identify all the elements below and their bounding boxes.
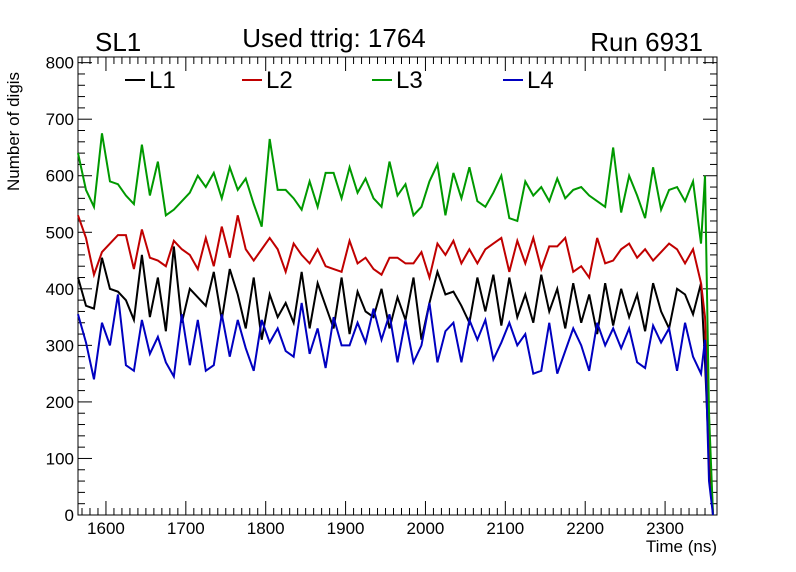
chart-title: Used ttrig: 1764 <box>242 23 426 53</box>
axes-layer: 0 100 200 300 400 500 600 700 800 1600 1700 1800 190… <box>46 54 718 538</box>
legend-label-l4: L4 <box>527 67 554 94</box>
series-layer <box>77 133 715 516</box>
legend-label-l2: L2 <box>266 67 293 94</box>
plot-frame <box>77 56 718 516</box>
x-tick-label: 2300 <box>646 519 684 538</box>
y-tick-label: 600 <box>46 167 74 186</box>
x-tick-label: 2200 <box>566 519 604 538</box>
legend-label-l3: L3 <box>396 67 423 94</box>
y-tick-label: 700 <box>46 110 74 129</box>
y-tick-label: 400 <box>46 280 74 299</box>
x-tick-label: 1900 <box>327 519 365 538</box>
y-tick-label: 0 <box>65 506 74 525</box>
run-label: Run 6931 <box>590 27 703 57</box>
legend-label-l1: L1 <box>149 67 176 94</box>
y-tick-label: 100 <box>46 449 74 468</box>
x-tick-label: 1800 <box>247 519 285 538</box>
y-tick-label: 500 <box>46 223 74 242</box>
series-line-l3 <box>77 133 715 516</box>
series-line-l1 <box>77 246 715 516</box>
x-axis-title: Time (ns) <box>646 537 717 556</box>
y-tick-label: 300 <box>46 336 74 355</box>
series-line-l2 <box>77 214 715 516</box>
y-tick-label: 200 <box>46 393 74 412</box>
x-tick-label: 2000 <box>407 519 445 538</box>
y-axis-title: Number of digis <box>4 72 23 191</box>
x-tick-label: 1600 <box>87 519 125 538</box>
legend: L1 L2 L3 L4 <box>125 67 554 94</box>
x-tick-label: 2100 <box>486 519 524 538</box>
superlayer-label: SL1 <box>95 27 141 57</box>
x-tick-label: 1700 <box>167 519 205 538</box>
y-tick-label: 800 <box>46 54 74 73</box>
series-line-l4 <box>77 294 715 516</box>
